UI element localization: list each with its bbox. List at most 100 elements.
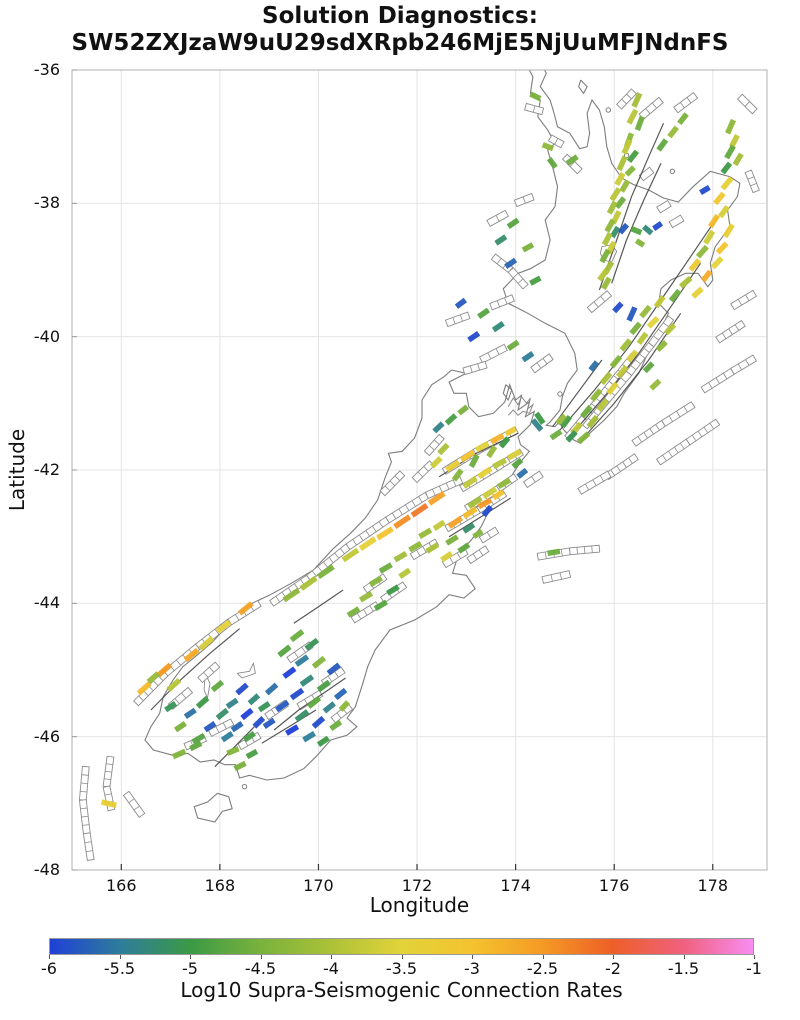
fault-ladder-rung bbox=[522, 196, 526, 204]
fault-bar bbox=[639, 304, 652, 319]
fault-bar bbox=[555, 413, 567, 426]
colorbar-tick-label: -1 bbox=[746, 959, 762, 978]
fault-ladder-rung bbox=[469, 365, 473, 373]
fault-ladder-rung bbox=[271, 709, 276, 716]
fault-bar bbox=[621, 138, 633, 155]
fault-ladder-rung bbox=[472, 553, 478, 560]
fault-bar bbox=[549, 429, 563, 441]
fault-ladder-rung bbox=[747, 176, 755, 180]
fault-ladder-rung bbox=[680, 102, 685, 109]
fault-bar bbox=[624, 165, 636, 177]
fault-ladder-rung bbox=[301, 646, 306, 653]
fault-ladder-rung bbox=[104, 778, 111, 781]
fault-bar bbox=[649, 378, 662, 391]
fault-bar bbox=[547, 548, 561, 557]
fault-ladder-rung bbox=[504, 297, 508, 305]
fault-bar bbox=[700, 269, 713, 283]
fault-ladder-band bbox=[631, 419, 667, 447]
fault-bar bbox=[720, 176, 734, 191]
fault-ladder-rung bbox=[626, 93, 632, 100]
fault-ladder-rung bbox=[559, 572, 562, 580]
fault-ladder-band bbox=[489, 294, 515, 311]
fault-bar bbox=[294, 709, 310, 723]
fault-bar bbox=[220, 731, 234, 743]
x-axis-label: Longitude bbox=[369, 893, 470, 917]
fault-ladder-rung bbox=[637, 436, 643, 443]
fault-bar bbox=[516, 467, 529, 479]
fault-bar bbox=[597, 268, 610, 282]
colorbar-tick-label: -4.5 bbox=[244, 959, 277, 978]
fault-bar bbox=[541, 142, 555, 152]
fault-bar bbox=[699, 184, 711, 196]
fault-ladder-rung bbox=[477, 363, 481, 371]
fault-bar bbox=[652, 221, 664, 231]
fault-ladder-rung bbox=[352, 539, 357, 546]
fault-bar bbox=[451, 468, 464, 482]
fault-ladder-rung bbox=[651, 102, 657, 109]
fault-bar bbox=[599, 371, 613, 386]
fault-bar bbox=[498, 436, 511, 449]
fault-bar bbox=[472, 529, 484, 539]
fault-bar bbox=[299, 674, 315, 687]
fault-bar bbox=[492, 457, 508, 470]
fault-ladder-rung bbox=[536, 362, 542, 369]
fault-ladder-rung bbox=[358, 534, 364, 541]
fault-bar bbox=[511, 457, 524, 469]
fault-bar bbox=[346, 606, 361, 618]
fault-ladder-rung bbox=[653, 335, 660, 341]
fault-bar bbox=[491, 489, 505, 501]
fault-bar bbox=[329, 719, 343, 731]
colorbar-tick-label: -2.5 bbox=[526, 959, 559, 978]
fault-trace bbox=[559, 216, 719, 431]
fault-ladder-band bbox=[82, 832, 95, 862]
fault-bar bbox=[146, 671, 161, 685]
fault-ladder-rung bbox=[658, 328, 664, 334]
fault-bar bbox=[609, 354, 623, 369]
fault-bar bbox=[596, 398, 609, 412]
fault-bar bbox=[565, 430, 578, 443]
fault-bar bbox=[311, 655, 327, 669]
colorbar-tick-mark bbox=[613, 955, 614, 959]
fault-bar bbox=[521, 242, 535, 253]
coastline-path bbox=[502, 384, 513, 402]
fault-ladder-rung bbox=[668, 415, 674, 422]
chart-title-line1: Solution Diagnostics: bbox=[262, 3, 538, 29]
fault-bar bbox=[663, 322, 677, 336]
fault-bar bbox=[724, 144, 736, 160]
fault-bar bbox=[429, 456, 443, 469]
fault-bar bbox=[457, 542, 471, 554]
fault-bar bbox=[358, 536, 377, 551]
islet-outline bbox=[241, 783, 248, 790]
fault-bar bbox=[215, 619, 232, 634]
fault-ladder-band bbox=[462, 360, 488, 376]
fault-ladder-rung bbox=[676, 410, 681, 418]
fault-bar bbox=[534, 411, 546, 425]
fault-bar bbox=[316, 679, 331, 693]
fault-bar bbox=[136, 681, 152, 696]
fault-ladder-rung bbox=[478, 549, 484, 556]
colorbar-tick-label: -2 bbox=[605, 959, 621, 978]
fault-ladder-band bbox=[305, 543, 351, 582]
fault-bar bbox=[717, 205, 730, 219]
fault-bar bbox=[173, 721, 187, 733]
fault-bar bbox=[378, 562, 393, 574]
fault-bar bbox=[432, 519, 446, 531]
colorbar-tick-label: -5 bbox=[182, 959, 198, 978]
fault-bar bbox=[459, 449, 476, 463]
fault-ladder-rung bbox=[487, 352, 492, 359]
fault-bar bbox=[326, 662, 341, 676]
map-plot bbox=[71, 69, 768, 871]
fault-ladder-rung bbox=[737, 363, 742, 371]
fault-ladder-rung bbox=[542, 358, 548, 365]
fault-ladder-rung bbox=[327, 675, 333, 682]
fault-bar bbox=[237, 601, 254, 616]
fault-ladder-rung bbox=[697, 430, 703, 438]
fault-ladder-rung bbox=[495, 215, 500, 222]
fault-ladder-rung bbox=[222, 722, 227, 729]
fault-bar bbox=[496, 477, 512, 490]
fault-ladder-rung bbox=[389, 480, 396, 487]
fault-ladder-band bbox=[541, 570, 572, 584]
fault-bar bbox=[655, 340, 668, 352]
fault-bar bbox=[183, 707, 197, 719]
fault-bar bbox=[299, 575, 318, 591]
